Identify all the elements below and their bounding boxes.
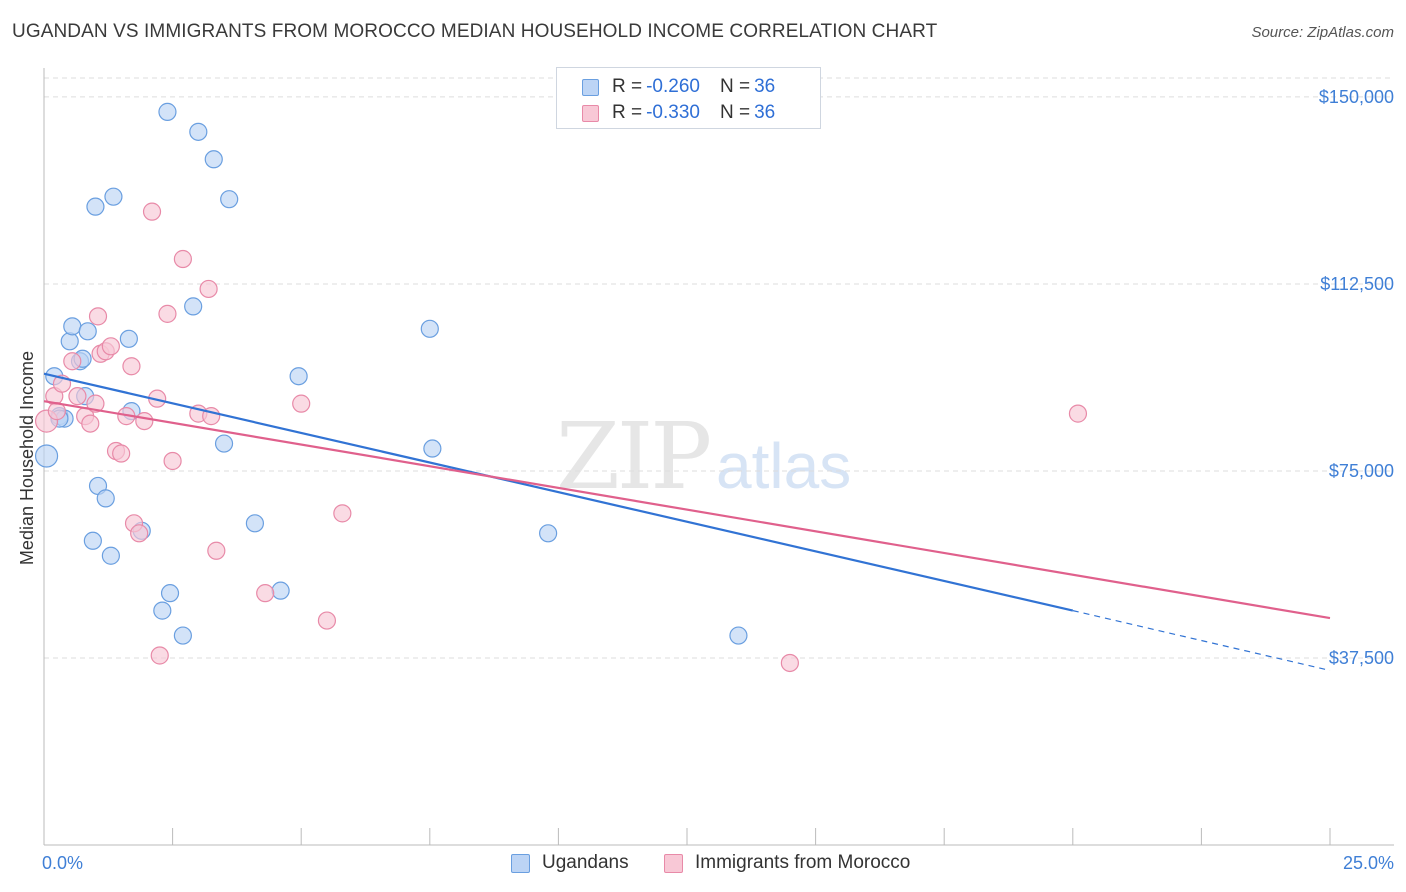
point-morocco [173, 249, 192, 269]
point-morocco [142, 202, 162, 221]
point-ugandans [539, 524, 558, 543]
trendline-morocco [43, 400, 1331, 620]
point-ugandans [420, 319, 439, 338]
legend-n-label: N = [719, 76, 751, 97]
point-ugandans [86, 197, 105, 216]
legend-r-label: R = [612, 76, 643, 97]
correlation-legend: R = -0.260 N = 36 R = -0.330 N = 36 [556, 67, 821, 129]
legend-n-value: 36 [754, 102, 776, 123]
point-ugandans [83, 531, 102, 550]
point-ugandans [101, 546, 120, 565]
point-ugandans [214, 434, 234, 453]
point-ugandans [173, 626, 192, 645]
point-ugandans [189, 122, 208, 141]
legend-row-ugandans: R = -0.260 N = 36 [582, 75, 775, 99]
point-morocco [150, 646, 169, 665]
point-morocco [86, 394, 105, 413]
point-ugandans [63, 317, 82, 336]
point-ugandans [204, 150, 223, 169]
point-morocco [63, 352, 82, 371]
point-ugandans [34, 444, 59, 468]
point-morocco [163, 451, 182, 471]
point-morocco [112, 444, 131, 463]
legend-n-value: 36 [754, 76, 776, 97]
x-tick-label: 0.0% [42, 853, 83, 873]
legend-swatch-blue [582, 78, 599, 96]
point-morocco [199, 279, 218, 299]
point-ugandans [423, 439, 442, 458]
point-morocco [68, 387, 87, 406]
point-morocco [780, 653, 799, 673]
point-ugandans [119, 329, 138, 348]
y-axis-label: Median Household Income [17, 351, 37, 565]
point-morocco [122, 357, 141, 376]
legend-r-value: -0.330 [646, 102, 700, 123]
point-ugandans [271, 581, 290, 600]
point-morocco [88, 307, 108, 326]
trendline-ugandans [43, 372, 1074, 612]
legend-n-label: N = [719, 102, 751, 123]
point-ugandans [289, 367, 308, 386]
point-ugandans [96, 489, 115, 508]
legend-row-morocco: R = -0.330 N = 36 [582, 101, 775, 125]
bottom-legend-swatch-blue [511, 853, 530, 873]
point-ugandans [78, 322, 97, 341]
point-ugandans [153, 601, 172, 620]
bottom-legend-morocco: Immigrants from Morocco [664, 851, 910, 875]
point-ugandans [158, 102, 177, 121]
y-tick-label: $112,500 [1320, 274, 1394, 294]
bottom-legend-ugandans: Ugandans [511, 851, 629, 875]
point-morocco [158, 304, 177, 323]
point-ugandans [104, 187, 123, 206]
point-ugandans [729, 626, 748, 645]
chart-title: UGANDAN VS IMMIGRANTS FROM MOROCCO MEDIA… [12, 21, 938, 42]
point-ugandans [184, 297, 203, 316]
trendline-extension-ugandans [1072, 610, 1331, 672]
point-morocco [135, 411, 154, 431]
bottom-legend-label-ugandans: Ugandans [542, 852, 629, 873]
bottom-legend-swatch-pink [664, 853, 683, 873]
point-morocco [207, 541, 226, 560]
y-tick-label: $150,000 [1319, 87, 1394, 107]
point-morocco [81, 414, 100, 433]
point-ugandans [245, 514, 265, 533]
point-morocco [101, 337, 120, 356]
point-ugandans [220, 190, 239, 209]
source-label: Source: ZipAtlas.com [1251, 24, 1394, 41]
x-tick-label: 25.0% [1343, 853, 1394, 873]
y-tick-label: $75,000 [1329, 461, 1394, 481]
legend-swatch-pink [582, 104, 599, 122]
point-morocco [256, 584, 275, 603]
bottom-legend-label-morocco: Immigrants from Morocco [695, 852, 911, 873]
point-morocco [317, 611, 337, 630]
point-ugandans [160, 584, 180, 603]
point-ugandans [60, 332, 79, 351]
watermark-atlas: atlas [716, 430, 852, 502]
point-morocco [333, 504, 352, 523]
point-morocco [1068, 404, 1088, 423]
point-morocco [292, 394, 311, 413]
legend-r-value: -0.260 [646, 76, 700, 97]
point-morocco [130, 524, 149, 543]
legend-r-label: R = [612, 102, 643, 123]
y-tick-label: $37,500 [1329, 648, 1394, 668]
